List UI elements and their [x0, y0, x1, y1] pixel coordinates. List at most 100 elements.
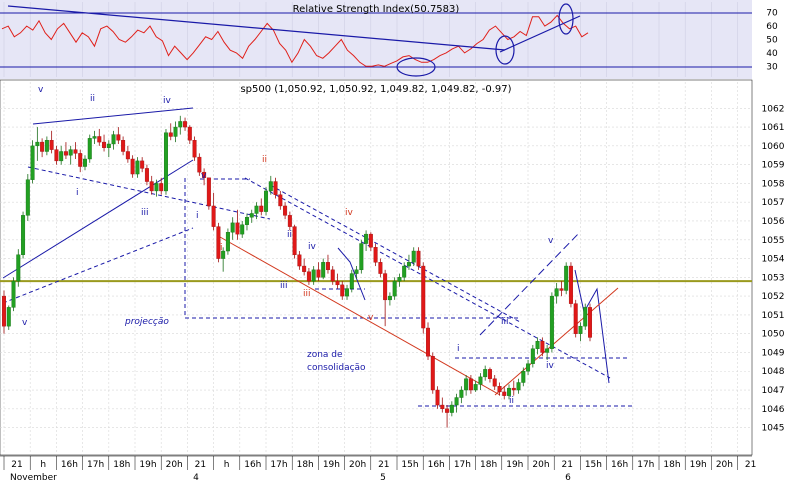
candle-body: [102, 141, 107, 148]
candle-body: [16, 254, 21, 282]
wave-label: v: [22, 318, 28, 328]
wave-label: v: [548, 236, 554, 246]
candlesticks: [2, 115, 592, 428]
projection-note: projecção: [124, 317, 169, 327]
candle-body: [411, 250, 416, 263]
price-y-tick-label: 1061: [762, 123, 785, 133]
candle-body: [426, 327, 431, 357]
candle-body: [6, 307, 11, 327]
price-y-tick-label: 1051: [762, 311, 785, 321]
candle-body: [230, 222, 235, 233]
candle-body: [211, 205, 216, 227]
wave-label: ii: [262, 155, 267, 165]
candle-body: [545, 348, 550, 353]
candle-body: [359, 243, 364, 271]
candle-body: [240, 224, 245, 235]
candle-body: [568, 265, 573, 304]
candle-body: [154, 183, 159, 192]
candle-body: [507, 387, 511, 396]
candle-body: [30, 145, 35, 180]
candle-body: [225, 232, 230, 252]
x-tick-label: 17h: [270, 460, 287, 470]
price-y-axis: 1045 1046 1047 1048 1049 1050 1051 1052 1053 1054…: [762, 104, 785, 433]
candle-body: [140, 160, 145, 169]
consolidation-note-line1: zona de: [307, 350, 343, 360]
candle-body: [345, 288, 350, 297]
wave-projection-sketch: [574, 269, 610, 384]
candle-body: [235, 222, 240, 235]
price-title: sp500 (1,050.92, 1,050.92, 1,049.82, 1,0…: [240, 84, 511, 95]
rsi-y-tick-label: 30: [766, 62, 778, 72]
candle-body: [97, 136, 102, 143]
x-tick-label: 19h: [506, 460, 523, 470]
candle-body: [530, 348, 535, 364]
x-tick-label: 21: [11, 460, 22, 470]
x-tick-label: 17h: [454, 460, 471, 470]
rsi-y-axis: 30 40 50 60 70: [766, 9, 778, 73]
rsi-trendline-descending: [7, 5, 506, 51]
candle-body: [435, 389, 440, 406]
candle-body: [168, 132, 173, 137]
candle-body: [111, 134, 116, 145]
candle-body: [330, 269, 335, 282]
wave-label: iii: [303, 289, 311, 299]
candle-body: [249, 213, 254, 218]
x-tick-label: 21: [745, 460, 756, 470]
candle-body: [25, 179, 30, 216]
candle-body: [144, 168, 149, 182]
candle-body: [416, 250, 421, 267]
candle-body: [535, 340, 540, 349]
candle-body: [583, 307, 588, 327]
rsi-highlight-ellipse-low: [396, 57, 436, 77]
x-tick-label: 17h: [637, 460, 654, 470]
x-date-label: 4: [193, 473, 199, 482]
x-tick-label: 20h: [716, 460, 733, 470]
candle-body: [244, 217, 249, 225]
channel-rising-line: [494, 287, 619, 396]
candle-body: [135, 160, 140, 175]
x-tick-label: 15h: [401, 460, 418, 470]
wave-label: i: [220, 243, 223, 253]
price-y-tick-label: 1048: [762, 367, 785, 377]
x-tick-label: 20h: [349, 460, 366, 470]
wave-sketch-iv-v: [337, 247, 366, 301]
consolidation-note-line2: consolidação: [307, 363, 366, 373]
x-tick-label: 17h: [87, 460, 104, 470]
wave-label: iii: [141, 208, 149, 218]
candle-body: [487, 369, 492, 379]
candle-body: [387, 295, 392, 301]
rsi-highlight-ellipse-breakout: [495, 35, 515, 65]
candle-body: [2, 295, 6, 327]
x-date-label: 5: [380, 473, 386, 482]
x-tick-label: 19h: [323, 460, 340, 470]
price-y-tick-label: 1054: [762, 255, 785, 265]
wave-label: ii: [287, 230, 292, 240]
candle-body: [49, 140, 54, 150]
candle-body: [430, 356, 435, 391]
rsi-title: Relative Strength Index(50.7583): [293, 4, 460, 15]
candle-body: [368, 233, 373, 248]
price-y-tick-label: 1046: [762, 405, 785, 415]
candle-body: [335, 280, 340, 286]
x-tick-label: 19h: [690, 460, 707, 470]
candle-body: [349, 273, 354, 289]
candle-body: [511, 387, 516, 391]
candle-body: [402, 265, 407, 278]
price-y-tick-label: 1056: [762, 217, 785, 227]
wave-label: v: [368, 313, 374, 323]
rsi-y-tick-label: 60: [766, 22, 778, 32]
x-tick-label: 18h: [663, 460, 680, 470]
wave-label: iii: [280, 281, 288, 291]
candle-body: [406, 262, 411, 267]
candle-body: [526, 363, 531, 372]
candle-body: [354, 269, 359, 274]
candle-body: [92, 136, 97, 139]
candle-body: [278, 194, 283, 207]
rsi-y-tick-label: 40: [766, 49, 778, 59]
candle-body: [254, 205, 259, 214]
x-tick-label: 20h: [166, 460, 183, 470]
candle-body: [588, 307, 592, 338]
candle-body: [302, 265, 307, 272]
price-y-tick-label: 1047: [762, 386, 785, 396]
